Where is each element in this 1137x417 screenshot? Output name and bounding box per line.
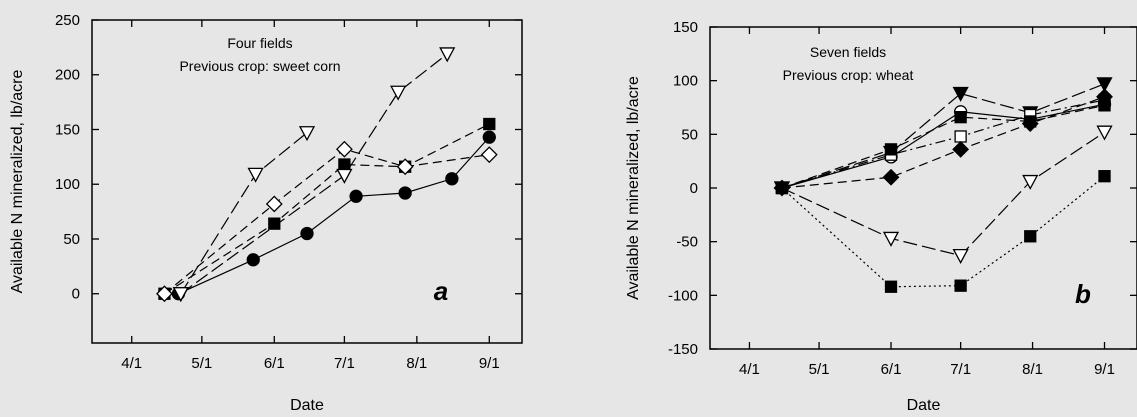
data-point: [882, 231, 900, 247]
x-tick-label: 8/1: [406, 355, 427, 372]
data-point: [952, 86, 969, 102]
x-tick-label: 9/1: [479, 355, 500, 372]
data-point: [156, 285, 173, 303]
x-tick-label: 7/1: [334, 355, 355, 372]
series-3: [156, 140, 498, 303]
series-line: [180, 53, 448, 295]
y-tick-label: 250: [55, 12, 80, 29]
data-point: [480, 146, 498, 164]
annotation: Seven fields: [810, 44, 886, 60]
x-tick-label: 7/1: [950, 361, 971, 378]
y-tick-label: 100: [55, 176, 80, 193]
data-point: [300, 226, 314, 241]
data-point: [1096, 125, 1113, 141]
y-tick-label: 150: [55, 121, 80, 138]
series-6: [773, 125, 1113, 264]
data-point: [445, 172, 459, 186]
x-tick-label: 6/1: [881, 361, 902, 378]
y-tick-label: -150: [668, 341, 698, 358]
y-tick-label: -50: [676, 234, 698, 251]
data-point: [954, 111, 967, 124]
annotation: Previous crop: sweet corn: [179, 58, 340, 74]
series-1: [171, 130, 496, 301]
data-point: [1024, 230, 1037, 243]
y-tick-label: 150: [673, 19, 698, 36]
x-tick-label: 4/1: [739, 361, 760, 378]
series-line: [781, 104, 1105, 189]
chart-panel-a: 4/1 5/1 6/1 7/1 8/1 9/1 0 50 100 150 200 250 Date Ava…: [9, 12, 523, 414]
plot-frame: [91, 19, 523, 344]
y-tick-label: 50: [681, 126, 698, 143]
data-point: [265, 195, 283, 213]
data-point: [954, 130, 967, 143]
data-point: [396, 158, 414, 176]
data-point: [483, 117, 496, 131]
y-tick-label: 0: [690, 180, 698, 197]
series-line: [164, 148, 490, 295]
data-point: [298, 126, 316, 142]
x-axis-title: Date: [290, 397, 324, 414]
x-tick-label: 4/1: [121, 355, 142, 372]
panel-letter: b: [1075, 279, 1091, 309]
data-point: [335, 140, 353, 158]
data-point: [439, 47, 456, 63]
y-tick-label: 100: [673, 73, 698, 90]
series-line: [164, 123, 490, 295]
data-point: [482, 130, 496, 144]
y-axis-title: Available N mineralized, lb/acre: [9, 69, 26, 293]
y-tick-label: 0: [72, 286, 80, 303]
x-tick-label: 5/1: [191, 355, 212, 372]
series-line: [180, 132, 308, 295]
data-point: [1098, 170, 1111, 183]
data-point: [336, 168, 353, 184]
series-line: [781, 103, 1105, 189]
x-axis-title: Date: [907, 397, 941, 414]
series-2: [775, 97, 1112, 195]
y-tick-label: -100: [668, 287, 698, 304]
annotation: Four fields: [227, 35, 292, 51]
data-point: [1024, 115, 1037, 128]
data-point: [268, 217, 281, 230]
x-tick-label: 5/1: [809, 361, 830, 378]
data-point: [1022, 174, 1039, 190]
y-tick-label: 200: [55, 67, 80, 84]
data-point: [247, 167, 264, 183]
data-point: [246, 253, 260, 267]
x-tick-label: 9/1: [1094, 361, 1115, 378]
data-point: [775, 181, 789, 195]
series-7: [775, 170, 1111, 293]
data-point: [882, 168, 900, 186]
data-point: [172, 287, 189, 303]
data-point: [1098, 99, 1111, 112]
data-point: [954, 279, 967, 292]
annotation: Previous crop: wheat: [783, 67, 914, 83]
series-line: [178, 136, 490, 295]
y-tick-label: 50: [63, 231, 80, 248]
series-4: [773, 88, 1113, 197]
series-line: [781, 131, 1105, 257]
series-3: [775, 93, 1111, 195]
series-2: [158, 117, 496, 300]
series-line: [781, 175, 1105, 288]
data-point: [398, 186, 412, 200]
data-point: [1096, 77, 1113, 93]
x-tick-label: 6/1: [264, 355, 285, 372]
data-point: [952, 140, 970, 158]
data-point: [884, 143, 898, 156]
data-point: [884, 280, 898, 293]
panel-letter: a: [434, 276, 448, 306]
series-line: [781, 83, 1105, 189]
data-point: [390, 85, 407, 101]
chart-panel-b: 4/1 5/1 6/1 7/1 8/1 9/1 -150 -100 -50 0 50 100 150 Da…: [625, 19, 1137, 414]
data-point: [349, 189, 363, 203]
data-point: [338, 158, 351, 171]
series-1: [773, 77, 1113, 197]
data-point: [952, 248, 969, 264]
x-tick-label: 8/1: [1022, 361, 1043, 378]
y-axis-title: Available N mineralized, lb/acre: [625, 76, 642, 300]
series-5: [172, 47, 456, 303]
